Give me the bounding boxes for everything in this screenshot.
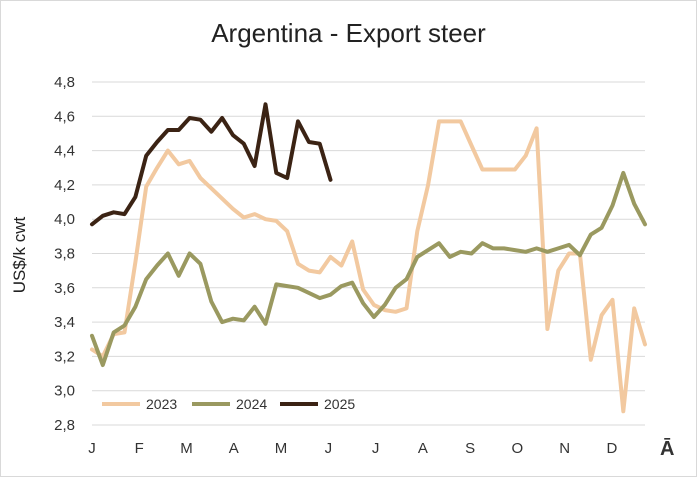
y-tick-label: 3,2 xyxy=(54,348,75,365)
gridlines xyxy=(92,81,645,426)
x-tick-label: M xyxy=(275,440,288,457)
x-tick-label: J xyxy=(372,440,380,457)
y-tick-label: 4,8 xyxy=(54,74,75,91)
y-tick-label: 3,8 xyxy=(54,246,75,263)
y-tick-label: 4,4 xyxy=(54,143,75,160)
y-tick-labels: 2,8 3,0 3,2 3,4 3,6 3,8 4,0 4,2 4,4 4,6 4,8 xyxy=(54,74,75,434)
y-tick-label: 3,4 xyxy=(54,314,75,331)
x-tick-label: N xyxy=(559,440,570,457)
brand-logo: Ā xyxy=(660,438,675,460)
x-tick-label: M xyxy=(180,440,193,457)
x-tick-label: F xyxy=(135,440,144,457)
series-lines xyxy=(90,102,647,414)
x-tick-label: A xyxy=(229,440,239,457)
y-tick-label: 3,0 xyxy=(54,383,75,400)
chart-title: Argentina - Export steer xyxy=(211,18,486,48)
y-tick-label: 2,8 xyxy=(54,417,75,434)
x-tick-label: D xyxy=(606,440,617,457)
y-tick-label: 4,6 xyxy=(54,108,75,125)
x-tick-label: J xyxy=(325,440,333,457)
series-line-2025 xyxy=(90,102,333,227)
x-tick-label: S xyxy=(465,440,475,457)
legend-label: 2023 xyxy=(146,396,177,412)
legend-label: 2024 xyxy=(236,396,267,412)
legend-label: 2025 xyxy=(324,396,355,412)
y-tick-label: 4,2 xyxy=(54,177,75,194)
y-tick-label: 3,6 xyxy=(54,280,75,297)
x-tick-label: O xyxy=(512,440,524,457)
legend: 2023 2024 2025 xyxy=(102,396,355,412)
x-tick-label: J xyxy=(88,440,96,457)
y-tick-label: 4,0 xyxy=(54,211,75,228)
series-line-2023 xyxy=(90,119,647,414)
series-line-2024 xyxy=(90,170,647,367)
x-tick-label: A xyxy=(418,440,428,457)
